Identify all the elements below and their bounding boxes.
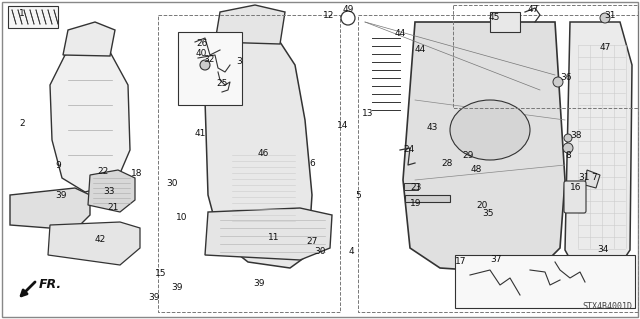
Polygon shape	[48, 222, 140, 265]
Text: STX4B4001D: STX4B4001D	[582, 302, 632, 311]
Text: 14: 14	[337, 121, 348, 130]
Polygon shape	[205, 42, 312, 268]
Bar	[455, 255, 635, 308]
Text: 1: 1	[19, 10, 25, 19]
Text: 48: 48	[471, 165, 483, 174]
Text: 42: 42	[95, 235, 106, 244]
Text: 4: 4	[349, 247, 355, 256]
Text: 40: 40	[196, 48, 207, 57]
Polygon shape	[50, 48, 130, 192]
Text: 22: 22	[97, 167, 108, 175]
Text: 19: 19	[410, 198, 422, 207]
Text: 27: 27	[306, 236, 317, 246]
Polygon shape	[88, 170, 135, 212]
Text: 18: 18	[131, 168, 143, 177]
Text: 9: 9	[55, 160, 61, 169]
Text: 6: 6	[309, 159, 315, 167]
Polygon shape	[404, 183, 418, 190]
Text: 20: 20	[476, 201, 488, 210]
Text: 47: 47	[528, 4, 540, 13]
Text: 46: 46	[258, 149, 269, 158]
Text: 49: 49	[342, 5, 354, 14]
Text: 30: 30	[314, 248, 326, 256]
Text: 37: 37	[490, 255, 502, 263]
Text: 33: 33	[103, 188, 115, 197]
Text: 39: 39	[253, 278, 264, 287]
Text: 29: 29	[462, 152, 474, 160]
Circle shape	[553, 77, 563, 87]
Text: 8: 8	[565, 151, 571, 160]
Text: 39: 39	[55, 190, 67, 199]
Text: 39: 39	[171, 284, 182, 293]
Text: 32: 32	[203, 56, 214, 64]
Circle shape	[200, 60, 210, 70]
Text: 23: 23	[410, 183, 421, 192]
Polygon shape	[215, 5, 285, 44]
Text: 31: 31	[578, 173, 589, 182]
Text: 30: 30	[166, 179, 177, 188]
Text: 7: 7	[591, 174, 596, 182]
Text: 11: 11	[268, 234, 280, 242]
Polygon shape	[405, 195, 450, 202]
Text: 5: 5	[355, 191, 361, 201]
Text: 36: 36	[560, 72, 572, 81]
Circle shape	[600, 13, 610, 23]
Text: 12: 12	[323, 11, 335, 19]
Polygon shape	[10, 188, 90, 230]
Bar	[8, 6, 58, 28]
Text: 21: 21	[107, 203, 118, 211]
Text: 35: 35	[482, 209, 493, 218]
Circle shape	[563, 143, 573, 153]
Text: 31: 31	[604, 11, 616, 19]
Text: 44: 44	[395, 29, 406, 39]
Text: 25: 25	[216, 79, 227, 88]
Text: 17: 17	[455, 257, 467, 266]
Text: 15: 15	[156, 270, 167, 278]
Bar	[490, 12, 520, 32]
Text: 13: 13	[362, 108, 374, 117]
Text: 38: 38	[570, 131, 582, 140]
Text: 3: 3	[236, 57, 242, 66]
Polygon shape	[205, 208, 332, 260]
Polygon shape	[403, 22, 565, 272]
Text: FR.: FR.	[39, 278, 62, 291]
Ellipse shape	[450, 100, 530, 160]
Text: 39: 39	[148, 293, 159, 301]
Text: 16: 16	[570, 183, 582, 192]
Bar	[178, 32, 242, 105]
Text: 34: 34	[597, 246, 609, 255]
FancyBboxPatch shape	[564, 181, 586, 213]
Polygon shape	[585, 170, 600, 188]
Text: 47: 47	[600, 43, 611, 53]
Text: 26: 26	[196, 40, 207, 48]
Text: 28: 28	[441, 159, 452, 167]
Text: 24: 24	[403, 145, 414, 154]
Text: 45: 45	[489, 13, 500, 23]
Circle shape	[564, 134, 572, 142]
Text: 44: 44	[415, 46, 426, 55]
Text: 41: 41	[195, 130, 206, 138]
Text: 2: 2	[19, 118, 25, 128]
Text: 10: 10	[176, 213, 188, 222]
Polygon shape	[565, 22, 632, 268]
Polygon shape	[63, 22, 115, 56]
Text: 43: 43	[427, 123, 438, 132]
